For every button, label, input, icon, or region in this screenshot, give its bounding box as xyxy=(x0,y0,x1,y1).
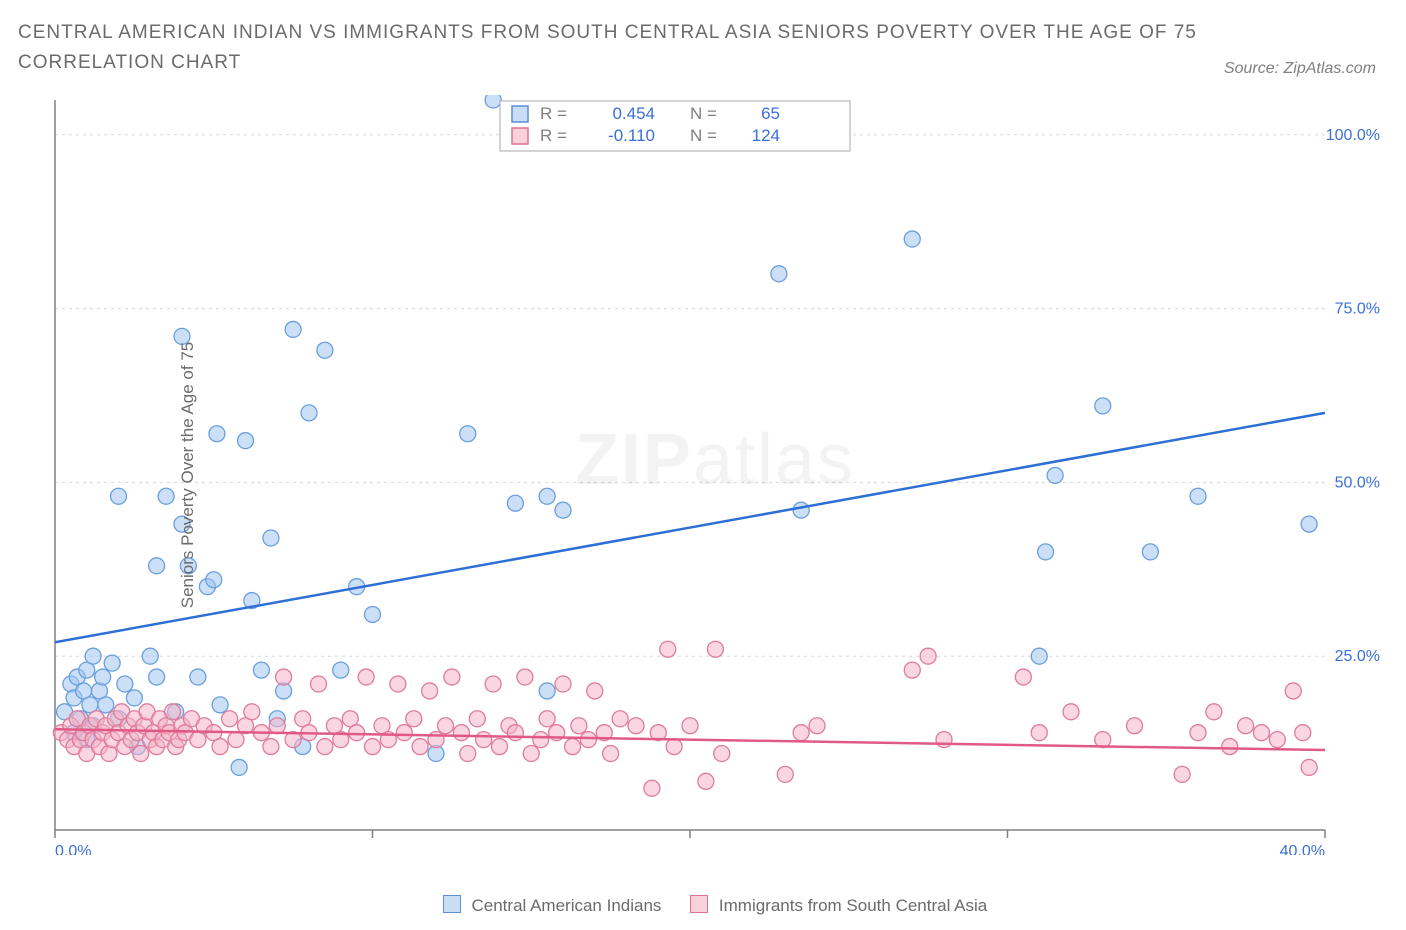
svg-text:0.0%: 0.0% xyxy=(55,843,91,855)
legend-label-0: Central American Indians xyxy=(472,896,662,915)
legend-swatch-0 xyxy=(443,895,461,913)
legend-swatch-1 xyxy=(690,895,708,913)
svg-text:0.454: 0.454 xyxy=(612,104,655,123)
svg-text:N =: N = xyxy=(690,104,717,123)
scatter-chart: Seniors Poverty Over the Age of 75 0.0% 4… xyxy=(45,95,1385,855)
legend: Central American Indians Immigrants from… xyxy=(0,895,1406,916)
svg-text:75.0%: 75.0% xyxy=(1335,301,1380,318)
chart-svg: 0.0% 40.0% 25.0% 50.0% 75.0% 100.0% R = 0.454 N … xyxy=(45,95,1385,855)
y-axis-label: Seniors Poverty Over the Age of 75 xyxy=(178,342,198,608)
svg-text:124: 124 xyxy=(752,126,780,145)
svg-text:-0.110: -0.110 xyxy=(608,126,655,145)
svg-text:100.0%: 100.0% xyxy=(1326,127,1380,144)
svg-text:N =: N = xyxy=(690,126,717,145)
svg-text:R =: R = xyxy=(540,126,567,145)
svg-text:65: 65 xyxy=(761,104,780,123)
chart-title: CENTRAL AMERICAN INDIAN VS IMMIGRANTS FR… xyxy=(18,18,1206,79)
legend-label-1: Immigrants from South Central Asia xyxy=(719,896,987,915)
source-attribution: Source: ZipAtlas.com xyxy=(1224,60,1376,78)
svg-text:25.0%: 25.0% xyxy=(1335,648,1380,665)
svg-text:R =: R = xyxy=(540,104,567,123)
svg-text:40.0%: 40.0% xyxy=(1280,843,1325,855)
svg-text:50.0%: 50.0% xyxy=(1335,474,1380,491)
